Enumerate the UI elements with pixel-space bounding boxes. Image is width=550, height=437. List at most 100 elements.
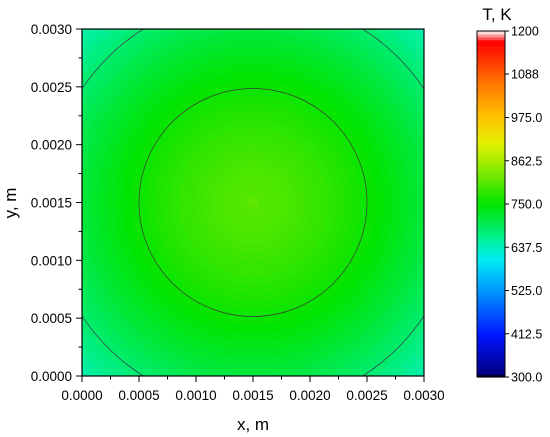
colorbar-segment [477, 244, 505, 248]
colorbar-segment [477, 325, 505, 329]
colorbar-segment [477, 163, 505, 168]
colorbar-segment [477, 201, 505, 205]
y-tick-label: 0.0020 [31, 138, 72, 153]
colorbar-segment [477, 284, 505, 289]
colorbar-segment [477, 218, 505, 222]
colorbar-segment [477, 229, 505, 234]
colorbar-segment [477, 192, 505, 196]
colorbar-segment [477, 345, 505, 349]
colorbar-segment [477, 62, 505, 67]
colorbar-segment [477, 39, 505, 44]
colorbar-segment [477, 362, 505, 367]
colorbar-segment [477, 36, 505, 41]
colorbar-segment [477, 351, 505, 355]
colorbar-segment [477, 276, 505, 280]
colorbar-segment [477, 180, 505, 185]
colorbar-segment [477, 59, 505, 64]
colorbar-segment [477, 348, 505, 352]
y-tick-label: 0.0025 [31, 80, 72, 95]
colorbar-segment [477, 261, 505, 266]
colorbar: 300.0 412.5 525.0 637.5 750.0 862.5 975.0 1088 1… [476, 25, 542, 385]
colorbar-segment [477, 307, 505, 312]
colorbar-segment [477, 85, 505, 90]
colorbar-segment [477, 77, 505, 81]
colorbar-segment [477, 108, 505, 113]
center-spot [248, 197, 258, 208]
colorbar-segment [477, 359, 505, 364]
colorbar-segment [477, 97, 505, 101]
colorbar-segment [477, 123, 505, 127]
colorbar-tick-label: 975.0 [511, 111, 542, 125]
colorbar-segment [477, 120, 505, 124]
colorbar-tick-label: 1088 [511, 68, 539, 82]
colorbar-tick-label: 412.5 [511, 327, 542, 341]
colorbar-segment [477, 278, 505, 283]
colorbar-segment [477, 365, 505, 369]
colorbar-segment [477, 103, 505, 107]
colorbar-segment [477, 105, 505, 110]
colorbar-segment [477, 114, 505, 119]
y-axis-label: y, m [1, 188, 20, 219]
colorbar-segment [477, 111, 505, 116]
colorbar-segment [477, 33, 505, 38]
colorbar-segment [477, 224, 505, 228]
colorbar-segment [477, 154, 505, 159]
colorbar-tick-label: 637.5 [511, 241, 542, 255]
colorbar-segment [477, 287, 505, 292]
colorbar-segment [477, 31, 505, 35]
colorbar-segment [477, 68, 505, 72]
colorbar-segment [477, 290, 505, 294]
colorbar-segment [477, 339, 505, 343]
colorbar-segment [477, 253, 505, 257]
colorbar-segment [477, 235, 505, 240]
x-axis-label: x, m [237, 415, 269, 434]
colorbar-segment [477, 316, 505, 320]
colorbar-segment [477, 172, 505, 176]
colorbar-segment [477, 206, 505, 211]
colorbar-segment [477, 353, 505, 358]
colorbar-segment [477, 313, 505, 318]
colorbar-segment [477, 319, 505, 323]
plot-area [82, 29, 424, 376]
colorbar-segment [477, 189, 505, 194]
x-axis: 0.0000 0.0005 0.0010 0.0015 0.0020 0.0025 0.00… [61, 376, 445, 403]
colorbar-segment [477, 267, 505, 271]
colorbar-segment [477, 126, 505, 130]
colorbar-segment [477, 169, 505, 173]
colorbar-tick-label: 525.0 [511, 284, 542, 298]
x-tick-label: 0.0010 [175, 388, 216, 403]
colorbar-tick-label: 750.0 [511, 198, 542, 212]
colorbar-segment [477, 100, 505, 104]
colorbar-segment [477, 204, 505, 208]
colorbar-segment [477, 166, 505, 170]
colorbar-tick-label: 862.5 [511, 154, 542, 168]
colorbar-segment [477, 330, 505, 335]
colorbar-segment [477, 195, 505, 199]
colorbar-segment [477, 54, 505, 58]
colorbar-segment [477, 80, 505, 84]
colorbar-segment [477, 175, 505, 179]
colorbar-segment [477, 212, 505, 217]
colorbar-segment [477, 48, 505, 52]
colorbar-segment [477, 255, 505, 260]
colorbar-segment [477, 322, 505, 326]
contour-line [138, 88, 368, 317]
colorbar-segment [477, 160, 505, 165]
colorbar-segment [477, 88, 505, 93]
colorbar-segment [477, 143, 505, 147]
colorbar-segment [477, 238, 505, 243]
colorbar-segment [477, 117, 505, 121]
y-axis: 0.0000 0.0005 0.0010 0.0015 0.0020 0.0025 0.00… [31, 22, 82, 384]
colorbar-title: T, K [482, 5, 512, 24]
colorbar-segment [477, 374, 505, 378]
y-tick-label: 0.0005 [31, 311, 72, 326]
colorbar-segment [477, 281, 505, 286]
colorbar-segment [477, 333, 505, 338]
colorbar-segment [477, 51, 505, 55]
colorbar-segment [477, 264, 505, 269]
colorbar-segment [477, 356, 505, 361]
colorbar-segment [477, 74, 505, 78]
colorbar-tick-label: 300.0 [511, 371, 542, 385]
colorbar-segment [477, 129, 505, 133]
